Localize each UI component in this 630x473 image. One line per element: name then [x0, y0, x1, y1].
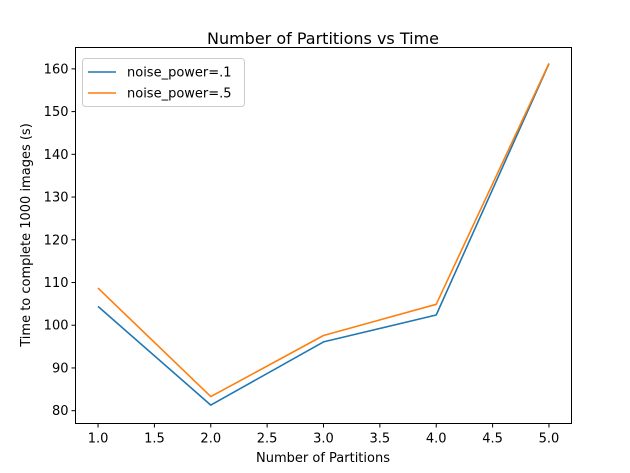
- x-tick-label: 3.5: [370, 432, 391, 447]
- y-tick-label: 130: [44, 191, 69, 206]
- y-tick-label: 120: [44, 233, 69, 248]
- x-tick-label: 2.5: [257, 432, 278, 447]
- chart-title: Number of Partitions vs Time: [207, 29, 439, 48]
- x-tick-label: 2.0: [200, 432, 221, 447]
- series-lines: [97, 62, 550, 406]
- x-tick-label: 3.0: [313, 432, 334, 447]
- legend-label-0: noise_power=.1: [127, 66, 232, 81]
- x-tick-label: 1.5: [144, 432, 165, 447]
- legend-label-1: noise_power=.5: [127, 87, 232, 102]
- y-tick-label: 110: [44, 276, 69, 291]
- x-axis-label: Number of Partitions: [256, 451, 390, 466]
- x-tick-label: 4.0: [426, 432, 447, 447]
- legend-box: [82, 58, 245, 107]
- series-line-1: [97, 62, 550, 398]
- legend: noise_power=.1 noise_power=.5: [82, 58, 245, 107]
- y-tick-label: 160: [44, 62, 69, 77]
- y-axis-label: Time to complete 1000 images (s): [19, 123, 34, 348]
- y-tick-label: 80: [52, 404, 69, 419]
- x-axis-ticks: 1.0 1.5 2.0 2.5 3.0 3.5 4.0 4.5 5.0: [88, 423, 560, 447]
- x-tick-label: 5.0: [539, 432, 560, 447]
- x-tick-label: 1.0: [88, 432, 109, 447]
- y-axis-ticks: 80 90 100 110 120 130 140 150 160: [44, 62, 76, 419]
- series-line-0: [97, 63, 550, 406]
- y-tick-label: 90: [52, 361, 69, 376]
- y-tick-label: 140: [44, 148, 69, 163]
- y-tick-label: 150: [44, 105, 69, 120]
- y-tick-label: 100: [44, 319, 69, 334]
- x-tick-label: 4.5: [482, 432, 503, 447]
